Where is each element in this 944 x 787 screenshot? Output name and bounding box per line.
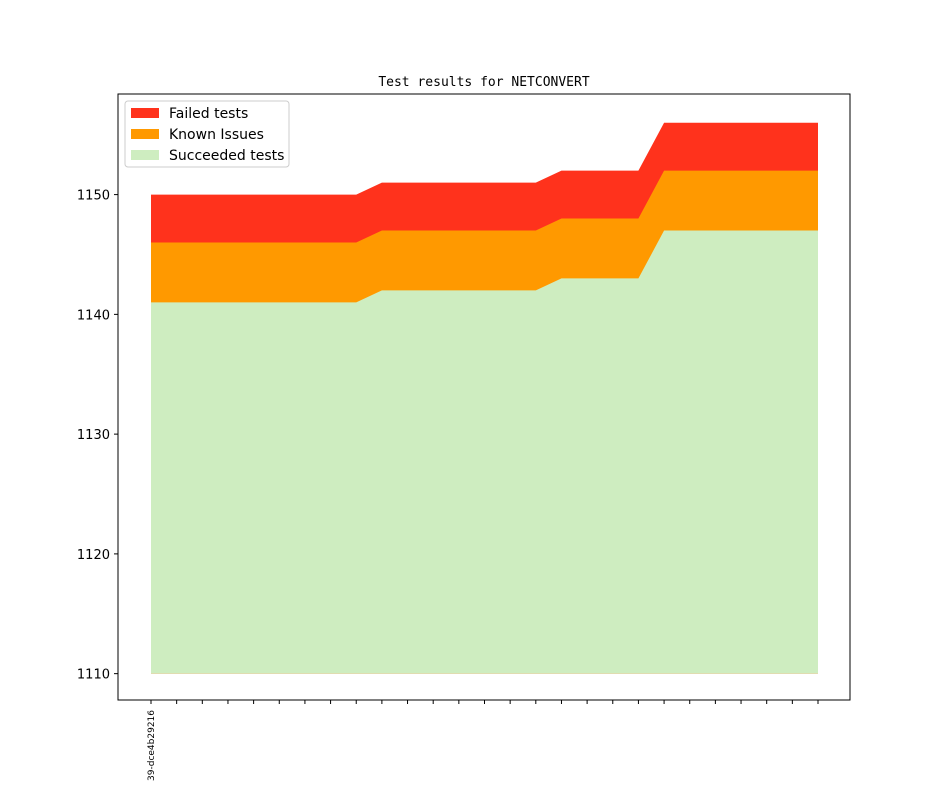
area-layers [151, 122, 818, 674]
legend: Failed tests Known Issues Succeeded tests [124, 100, 290, 168]
y-tick-label: 1150 [77, 189, 110, 204]
y-tick-label: 1120 [77, 548, 110, 563]
axes: 1110 1120 1130 1140 1150 39-dce4b29216 [77, 93, 851, 781]
legend-label-succeeded-tests: Succeeded tests [169, 148, 284, 164]
y-tick-label: 1130 [77, 428, 110, 443]
legend-label-known-issues: Known Issues [169, 127, 264, 143]
legend-swatch-failed-tests [131, 108, 159, 118]
legend-swatch-known-issues [131, 129, 159, 139]
area-succeeded-tests [151, 230, 818, 674]
y-tick-label: 1140 [77, 308, 110, 323]
y-tick-label: 1110 [77, 668, 110, 683]
legend-box [124, 100, 290, 168]
chart-title: Test results for NETCONVERT [378, 75, 589, 90]
x-tick-label: 39-dce4b29216 [147, 710, 157, 781]
legend-swatch-succeeded-tests [131, 150, 159, 160]
legend-label-failed-tests: Failed tests [169, 106, 248, 122]
